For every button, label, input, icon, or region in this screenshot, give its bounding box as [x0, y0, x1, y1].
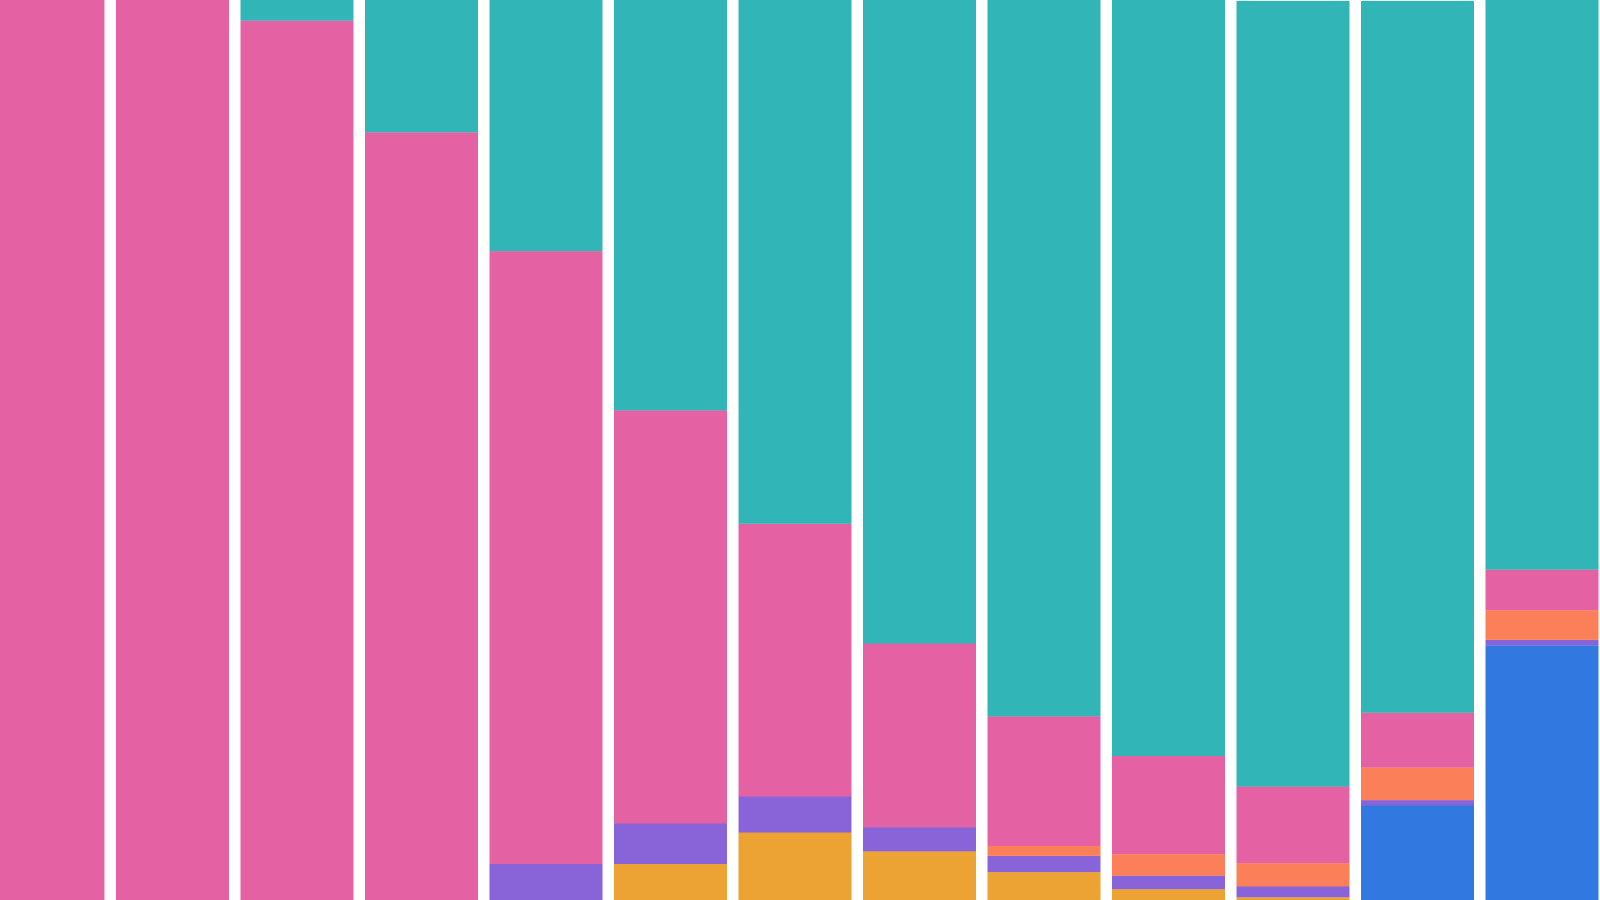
bar-segment: [1112, 0, 1225, 756]
bar-segment: [1361, 712, 1474, 768]
bar-segment: [614, 864, 727, 900]
bar-segment: [489, 251, 603, 865]
bar-segment: [365, 0, 478, 133]
bar-segment: [614, 823, 727, 864]
bar-segment: [1485, 0, 1599, 570]
bar-segment: [1361, 805, 1474, 900]
bar-segment: [738, 0, 852, 524]
bar-segment: [987, 716, 1101, 846]
bar-segment: [489, 0, 603, 252]
bar-segment: [614, 410, 727, 824]
bar-segment: [987, 0, 1101, 717]
bar-segment: [863, 643, 976, 828]
bar-segment: [1236, 0, 1350, 787]
bar-segment: [1485, 639, 1599, 646]
bar-segment: [1112, 756, 1225, 855]
bar-segment: [1236, 886, 1350, 898]
bar-segment: [0, 0, 105, 900]
bar-segment: [489, 864, 603, 900]
bar-segment: [1236, 786, 1350, 864]
bar-segment: [365, 132, 478, 900]
bar-segment: [1361, 767, 1474, 801]
bar-segment: [240, 0, 354, 21]
bar-segment: [1485, 645, 1599, 900]
bar-segment: [240, 20, 354, 900]
bar-segment: [614, 0, 727, 411]
bar-segment: [1485, 610, 1599, 640]
bar-segment: [863, 0, 976, 644]
bar-segment: [738, 796, 852, 833]
bar-segment: [1361, 0, 1474, 713]
bar-segment: [1485, 569, 1599, 611]
bar-segment: [738, 832, 852, 900]
bar-segment: [987, 872, 1101, 900]
bar-segment: [1236, 863, 1350, 887]
bar-segment: [1236, 897, 1350, 900]
bar-segment: [987, 846, 1101, 856]
bar-segment: [863, 827, 976, 852]
bar-segment: [116, 0, 229, 900]
bar-segment: [863, 851, 976, 900]
bar-segment: [987, 855, 1101, 873]
bar-segment: [1112, 889, 1225, 900]
bar-segment: [1361, 800, 1474, 806]
bar-segment: [738, 523, 852, 797]
bar-segment: [1112, 854, 1225, 876]
bar-segment: [1112, 875, 1225, 890]
